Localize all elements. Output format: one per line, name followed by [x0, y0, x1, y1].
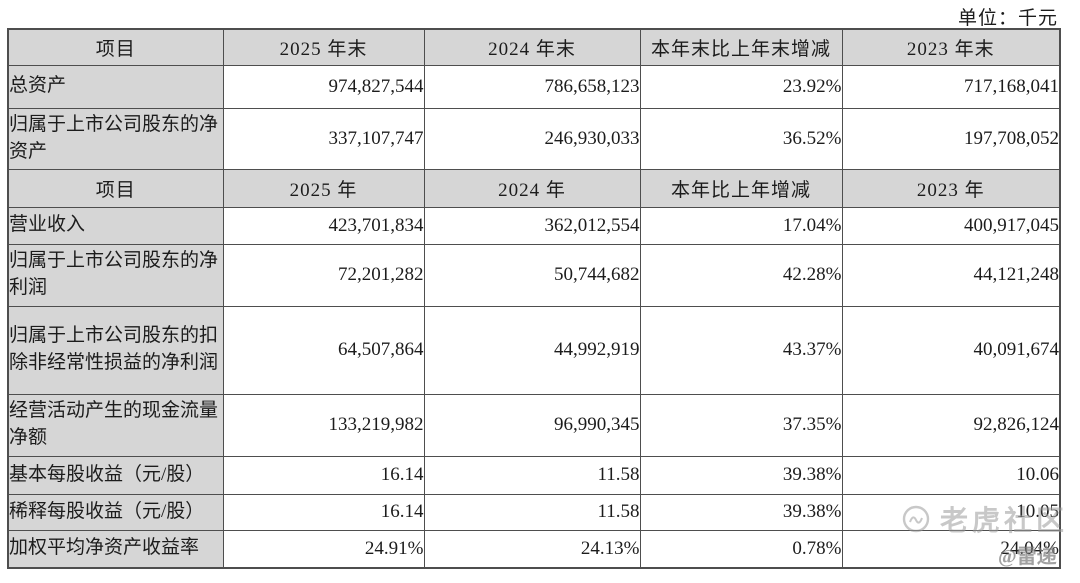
row-label: 营业收入 [7, 206, 224, 245]
cell-value: 17.04% [639, 206, 843, 245]
cell-value: 423,701,834 [222, 206, 425, 245]
table-row: 总资产 974,827,544 786,658,123 23.92% 717,168,0… [7, 64, 1061, 109]
cell-value: 246,930,033 [423, 107, 641, 170]
cell-value: 11.58 [423, 455, 641, 495]
column-header: 本年末比上年末增减 [639, 28, 843, 66]
cell-value: 786,658,123 [423, 64, 641, 109]
unit-label: 单位：千元 [957, 8, 1058, 29]
cell-value: 10.06 [841, 455, 1061, 495]
cell-value: 24.13% [423, 529, 641, 569]
table-row: 营业收入 423,701,834 362,012,554 17.04% 400,917,… [7, 206, 1061, 245]
cell-value: 717,168,041 [841, 64, 1061, 109]
cell-value: 16.14 [222, 455, 425, 495]
column-header: 2024 年 [423, 168, 641, 208]
table-row: 稀释每股收益（元/股） 16.14 11.58 39.38% 10.05 [7, 493, 1061, 531]
cell-value: 50,744,682 [423, 243, 641, 307]
column-header: 2025 年 [222, 168, 425, 208]
cell-value: 197,708,052 [841, 107, 1061, 170]
row-label: 归属于上市公司股东的净资产 [7, 107, 224, 170]
column-header: 2024 年末 [423, 28, 641, 66]
cell-value: 72,201,282 [222, 243, 425, 307]
table-row: 经营活动产生的现金流量净额 133,219,982 96,990,345 37.35%… [7, 393, 1061, 457]
cell-value: 11.58 [423, 493, 641, 531]
row-label: 加权平均净资产收益率 [7, 529, 224, 569]
table-row: 加权平均净资产收益率 24.91% 24.13% 0.78% 24.04% [7, 529, 1061, 569]
cell-value: 42.28% [639, 243, 843, 307]
cell-value: 44,992,919 [423, 305, 641, 395]
column-header: 2025 年末 [222, 28, 425, 66]
cell-value: 362,012,554 [423, 206, 641, 245]
row-label: 基本每股收益（元/股） [7, 455, 224, 495]
cell-value: 133,219,982 [222, 393, 425, 457]
row-label: 稀释每股收益（元/股） [7, 493, 224, 531]
cell-value: 400,917,045 [841, 206, 1061, 245]
cell-value: 337,107,747 [222, 107, 425, 170]
row-label: 经营活动产生的现金流量净额 [7, 393, 224, 457]
cell-value: 64,507,864 [222, 305, 425, 395]
table-header-row: 项目 2025 年末 2024 年末 本年末比上年末增减 2023 年末 [7, 28, 1061, 66]
column-header: 项目 [7, 28, 224, 66]
cell-value: 23.92% [639, 64, 843, 109]
row-label: 归属于上市公司股东的净利润 [7, 243, 224, 307]
table-row: 归属于上市公司股东的扣除非经常性损益的净利润 64,507,864 44,992,9… [7, 305, 1061, 395]
cell-value: 37.35% [639, 393, 843, 457]
table-row: 基本每股收益（元/股） 16.14 11.58 39.38% 10.06 [7, 455, 1061, 495]
cell-value: 36.52% [639, 107, 843, 170]
row-label: 归属于上市公司股东的扣除非经常性损益的净利润 [7, 305, 224, 395]
cell-value: 40,091,674 [841, 305, 1061, 395]
cell-value: 92,826,124 [841, 393, 1061, 457]
table-header-row: 项目 2025 年 2024 年本年比上年增减 2023 年 [7, 168, 1061, 208]
cell-value: 39.38% [639, 455, 843, 495]
table-row: 归属于上市公司股东的净资产 337,107,747 246,930,033 36.52… [7, 107, 1061, 170]
cell-value: 44,121,248 [841, 243, 1061, 307]
cell-value: 974,827,544 [222, 64, 425, 109]
cell-value: 39.38% [639, 493, 843, 531]
table-row: 归属于上市公司股东的净利润 72,201,282 50,744,682 42.28% 4… [7, 243, 1061, 307]
column-header: 2023 年末 [841, 28, 1061, 66]
cell-value: 24.04% [841, 529, 1061, 569]
cell-value: 43.37% [639, 305, 843, 395]
row-label: 总资产 [7, 64, 224, 109]
column-header: 2023 年 [841, 168, 1061, 208]
cell-value: 24.91% [222, 529, 425, 569]
cell-value: 16.14 [222, 493, 425, 531]
financial-summary-table: 项目 2025 年末 2024 年末 本年末比上年末增减 2023 年末 总资产 974,8… [7, 28, 1061, 569]
cell-value: 0.78% [639, 529, 843, 569]
cell-value: 96,990,345 [423, 393, 641, 457]
cell-value: 10.05 [841, 493, 1061, 531]
column-header: 项目 [7, 168, 224, 208]
column-header: 本年比上年增减 [639, 168, 843, 208]
